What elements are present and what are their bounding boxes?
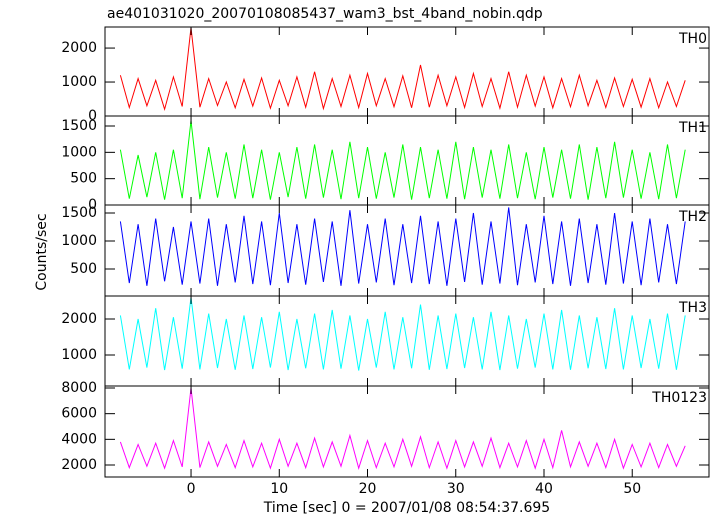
- panel-label: TH2: [678, 209, 707, 225]
- y-tick-label: 2000: [61, 311, 97, 327]
- light-curve: [119, 297, 686, 371]
- y-tick-label: 0: [88, 197, 97, 213]
- y-tick-label: 1000: [61, 74, 97, 90]
- y-tick-label: 8000: [61, 380, 97, 396]
- y-tick-label: 2000: [61, 40, 97, 56]
- y-axis-label: Counts/sec: [34, 213, 50, 290]
- y-tick-label: 500: [70, 261, 97, 277]
- x-tick-label: 30: [447, 481, 465, 497]
- y-tick-label: 6000: [61, 406, 97, 422]
- y-tick-label: 1500: [61, 205, 97, 221]
- panel-frame: [104, 385, 710, 478]
- light-curve: [119, 387, 686, 470]
- y-tick-label: 500: [70, 171, 97, 187]
- panel-label: TH0123: [651, 390, 707, 406]
- light-curve: [119, 27, 686, 111]
- x-tick-label: 20: [359, 481, 377, 497]
- y-tick-label: 2000: [61, 457, 97, 473]
- y-tick-label: 0: [88, 108, 97, 124]
- panel-label: TH0: [678, 31, 707, 47]
- panel-label: TH1: [678, 120, 707, 136]
- y-tick-label: 1000: [61, 144, 97, 160]
- x-tick-label: 50: [623, 481, 641, 497]
- y-tick-label: 1000: [61, 347, 97, 363]
- chart-title: ae401031020_20070108085437_wam3_bst_4ban…: [107, 6, 543, 22]
- y-tick-label: 1500: [61, 118, 97, 134]
- light-curve: [119, 120, 686, 200]
- y-tick-label: 4000: [61, 431, 97, 447]
- x-axis-label: Time [sec] 0 = 2007/01/08 08:54:37.695: [263, 500, 550, 516]
- light-curve: [119, 207, 686, 286]
- x-tick-label: 40: [535, 481, 553, 497]
- panel-label: TH3: [678, 300, 707, 316]
- x-tick-label: 0: [187, 481, 196, 497]
- y-tick-label: 1000: [61, 233, 97, 249]
- x-tick-label: 10: [270, 481, 288, 497]
